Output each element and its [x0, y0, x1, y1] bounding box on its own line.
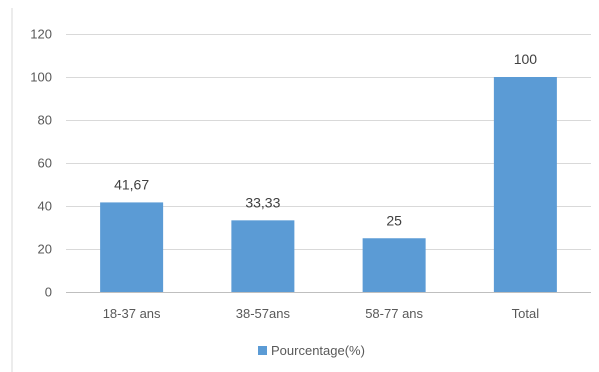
- y-tick-label: 120: [30, 27, 52, 42]
- x-category-label: Total: [512, 306, 540, 321]
- legend-label: Pourcentage(%): [271, 343, 365, 358]
- x-category-label: 18-37 ans: [103, 306, 161, 321]
- data-label: 100: [514, 51, 538, 67]
- data-label: 33,33: [245, 194, 280, 210]
- legend-swatch: [258, 346, 267, 355]
- y-axis-ticks: 0 20 40 60 80 100 120: [30, 27, 52, 300]
- y-tick-label: 60: [38, 156, 52, 171]
- bar: [100, 202, 164, 292]
- bar: [362, 238, 426, 292]
- y-tick-label: 100: [30, 70, 52, 85]
- bar: [231, 220, 295, 292]
- data-labels: 41,67 33,33 25 100: [114, 51, 537, 228]
- bar: [493, 77, 557, 292]
- y-tick-label: 80: [38, 113, 52, 128]
- legend: Pourcentage(%): [258, 343, 365, 358]
- x-axis-categories: 18-37 ans 38-57ans 58-77 ans Total: [103, 306, 540, 321]
- bars: [100, 77, 557, 292]
- data-label: 41,67: [114, 176, 149, 192]
- y-tick-label: 20: [38, 242, 52, 257]
- x-category-label: 58-77 ans: [365, 306, 423, 321]
- y-tick-label: 0: [45, 285, 52, 300]
- y-tick-label: 40: [38, 199, 52, 214]
- x-category-label: 38-57ans: [236, 306, 291, 321]
- data-label: 25: [386, 212, 402, 228]
